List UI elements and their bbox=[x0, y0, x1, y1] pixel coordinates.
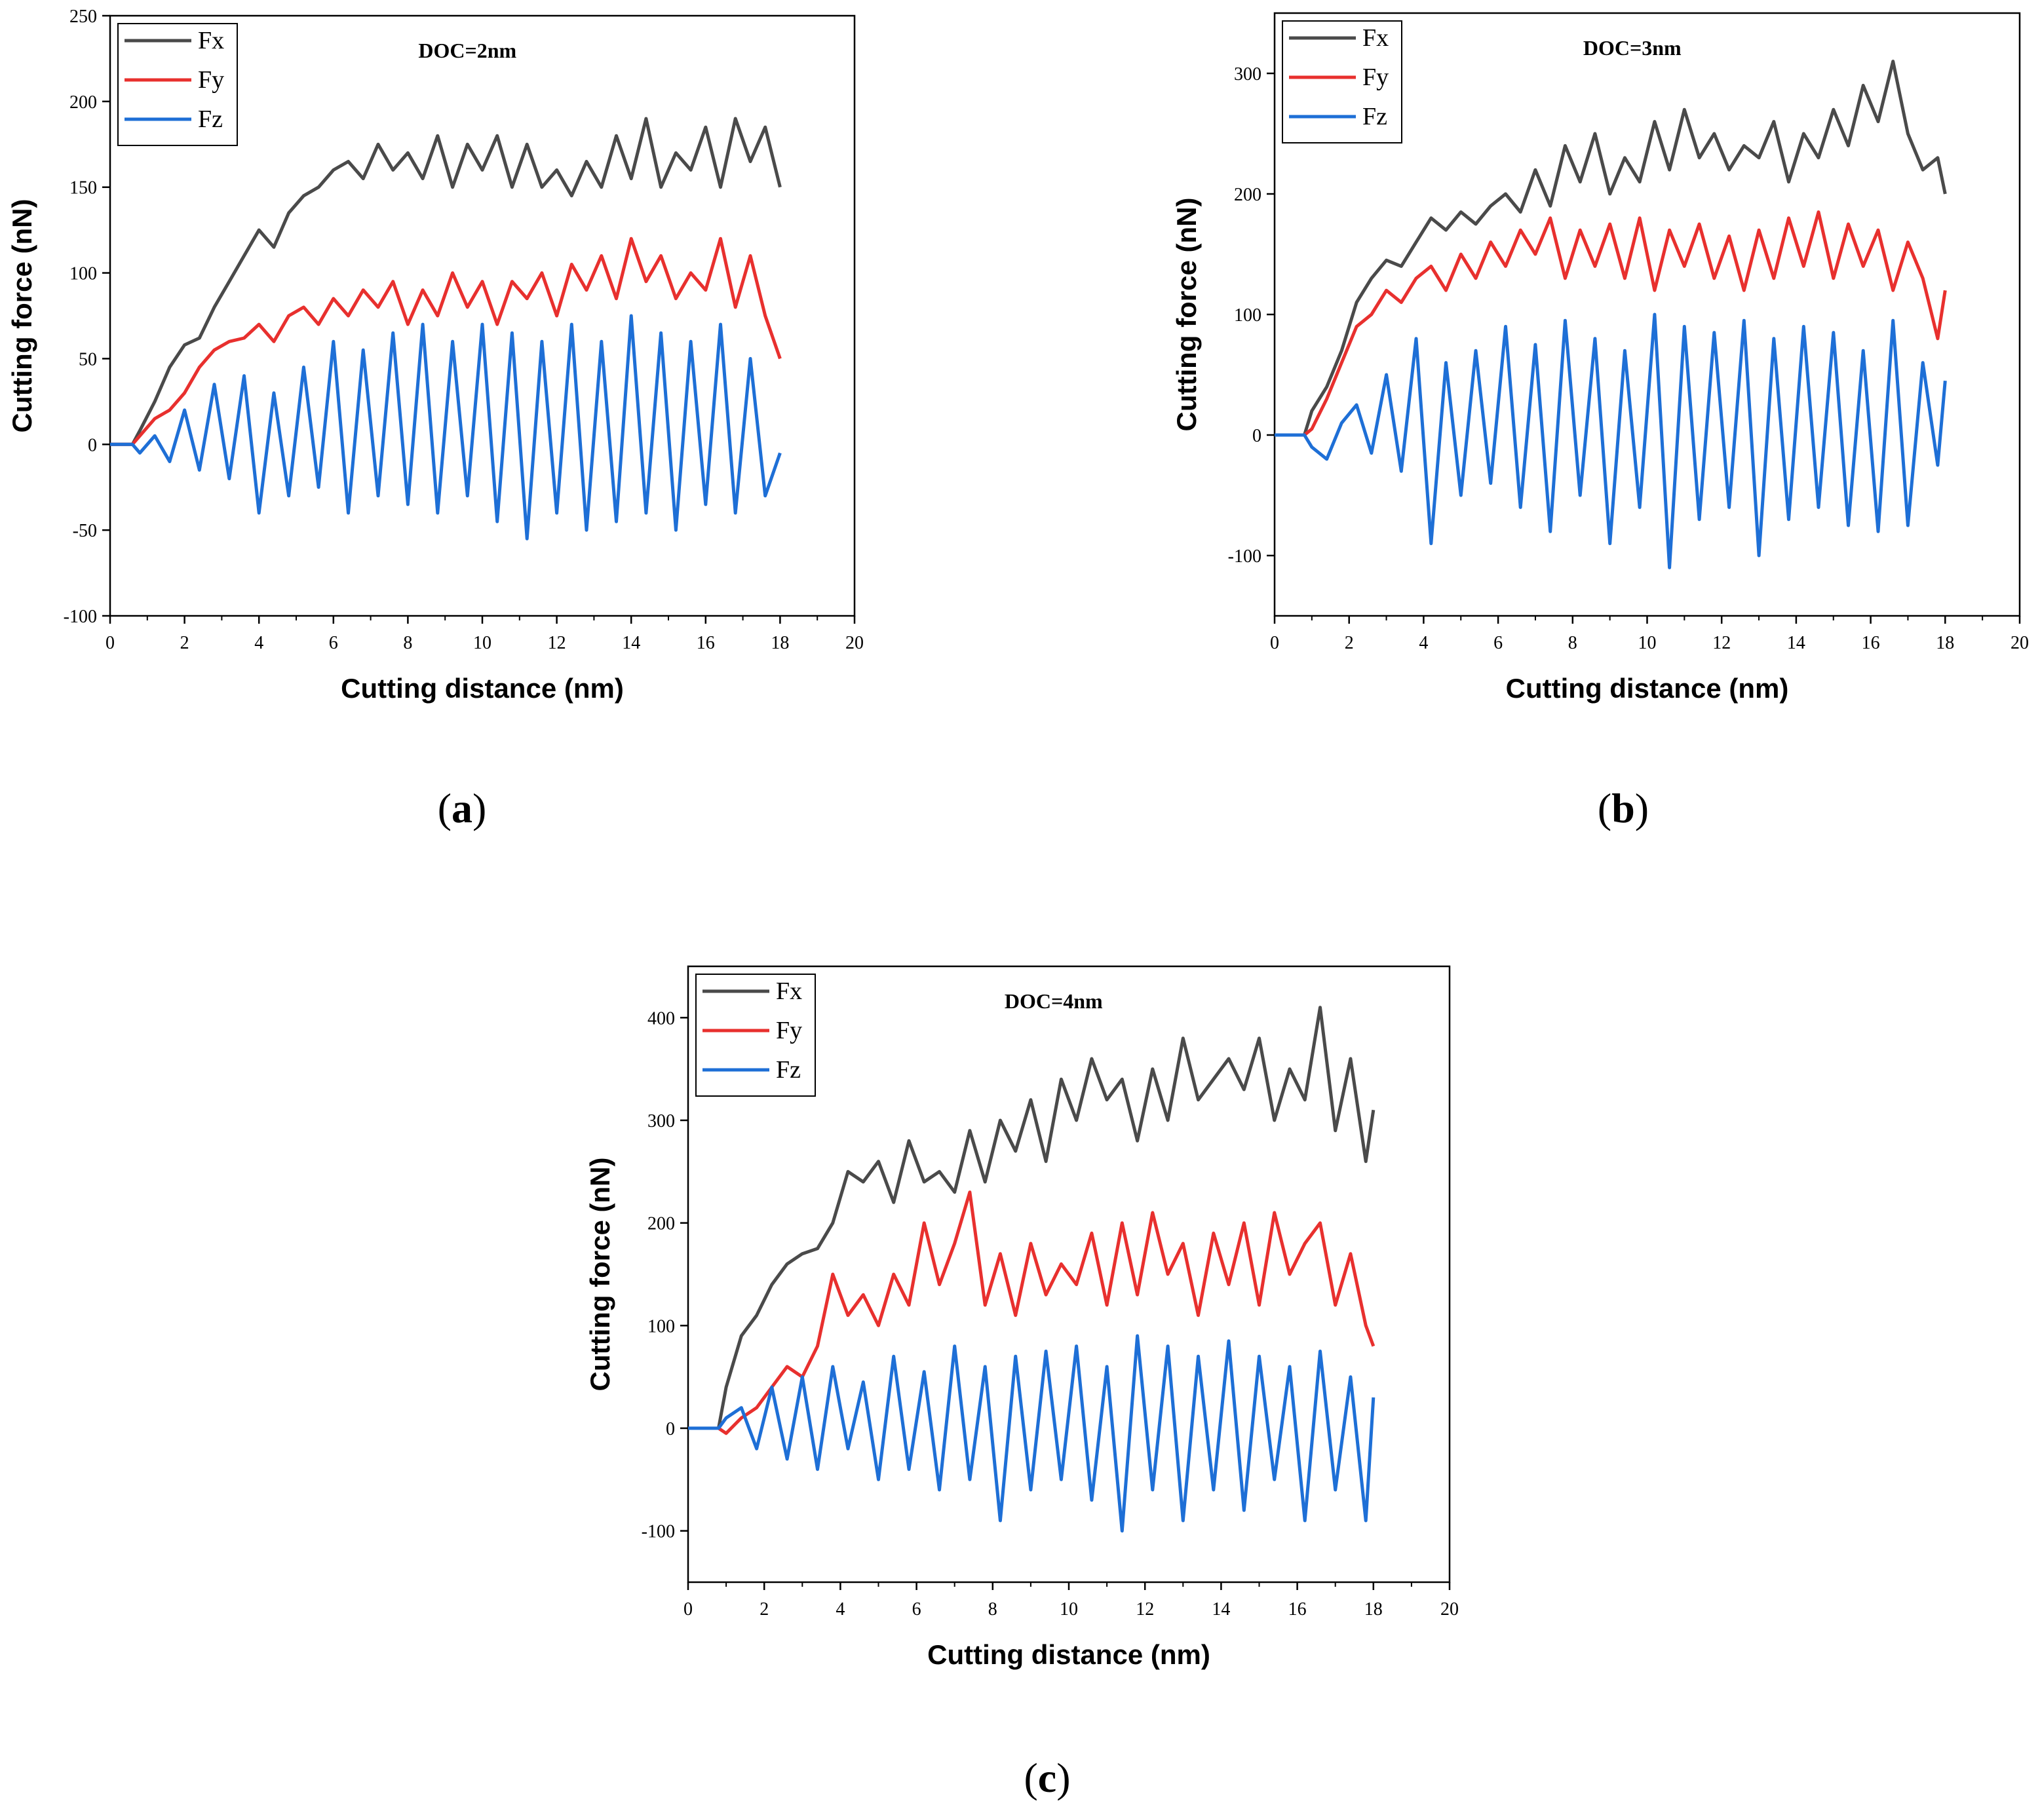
x-tick-label: 12 bbox=[1712, 633, 1731, 653]
panel-label-letter: b bbox=[1611, 785, 1635, 831]
x-tick-label: 10 bbox=[1638, 633, 1657, 653]
chart-panel-b: 0 2 4 6 8 10 12 14 16 18 20 -100 0 100 200 300 Cutting d… bbox=[1171, 12, 2029, 831]
panel-label-letter: c bbox=[1038, 1754, 1056, 1801]
series-line-fy bbox=[688, 1190, 1376, 1435]
x-tick-label: 4 bbox=[836, 1599, 845, 1620]
legend-label-fy: Fy bbox=[1362, 64, 1389, 91]
y-axis-title: Cutting force (nN) bbox=[585, 1158, 615, 1392]
y-tick-label: 0 bbox=[1252, 426, 1261, 446]
legend-label-fz: Fz bbox=[198, 105, 223, 133]
x-tick-label: 6 bbox=[329, 633, 338, 653]
y-tick-label: 150 bbox=[69, 178, 97, 199]
legend-box bbox=[1282, 20, 1402, 143]
x-tick-label: 16 bbox=[1288, 1599, 1307, 1620]
x-tick-label: 14 bbox=[622, 633, 640, 653]
y-tick-label: 300 bbox=[1234, 64, 1261, 85]
series-line-fz bbox=[688, 1334, 1376, 1533]
x-tick-label: 8 bbox=[988, 1599, 997, 1620]
y-tick-label: 100 bbox=[1234, 305, 1261, 326]
chart-panel-a: 0 2 4 6 8 10 12 14 16 18 20 -100 -50 0 50 100 150 200 250 C… bbox=[7, 7, 864, 831]
x-tick-label: 12 bbox=[1136, 1599, 1154, 1620]
x-axis-title: Cutting distance (nm) bbox=[927, 1639, 1210, 1670]
legend-label-fz: Fz bbox=[776, 1056, 801, 1084]
legend-label-fx: Fx bbox=[198, 27, 224, 54]
y-axis-title: Cutting force (nN) bbox=[1171, 198, 1202, 432]
legend-box bbox=[117, 23, 238, 146]
x-tick-label: 14 bbox=[1212, 1599, 1230, 1620]
panel-title: DOC=4nm bbox=[1005, 989, 1103, 1013]
y-tick-label: 100 bbox=[647, 1316, 675, 1337]
y-tick-label: 200 bbox=[69, 92, 97, 113]
panel-label-letter: a bbox=[452, 785, 472, 831]
x-tick-label: 20 bbox=[1440, 1599, 1459, 1620]
series-line-fz bbox=[1275, 313, 1947, 569]
legend-label-fx: Fx bbox=[1362, 24, 1389, 52]
series-line-fx bbox=[688, 1006, 1376, 1430]
series-line-fy bbox=[1275, 210, 1947, 437]
x-tick-label: 0 bbox=[1270, 633, 1279, 653]
y-tick-label: -50 bbox=[73, 521, 97, 541]
x-tick-label: 10 bbox=[1060, 1599, 1078, 1620]
x-tick-label: 16 bbox=[697, 633, 715, 653]
x-tick-label: 10 bbox=[473, 633, 491, 653]
legend-box bbox=[695, 974, 816, 1097]
x-axis-title: Cutting distance (nm) bbox=[1506, 673, 1789, 704]
panel-label: (b) bbox=[1598, 785, 1649, 831]
y-tick-label: 100 bbox=[69, 264, 97, 284]
panel-title: DOC=3nm bbox=[1583, 36, 1682, 60]
y-tick-label: 300 bbox=[647, 1111, 675, 1131]
x-tick-label: 2 bbox=[760, 1599, 769, 1620]
y-tick-label: 50 bbox=[79, 349, 97, 370]
panel-label-open: ( bbox=[438, 785, 452, 831]
x-tick-label: 0 bbox=[683, 1599, 693, 1620]
legend-label-fx: Fx bbox=[776, 977, 802, 1005]
y-tick-label: 250 bbox=[69, 7, 97, 27]
series-line-fy bbox=[110, 237, 782, 446]
y-tick-label: 200 bbox=[1234, 185, 1261, 205]
y-axis-title: Cutting force (nN) bbox=[7, 199, 37, 433]
legend-label-fy: Fy bbox=[198, 66, 224, 94]
panel-label-close: ) bbox=[1635, 785, 1649, 831]
x-tick-label: 4 bbox=[1419, 633, 1428, 653]
x-tick-label: 12 bbox=[548, 633, 566, 653]
series-line-fz bbox=[110, 314, 782, 540]
chart-panel-c: 0 2 4 6 8 10 12 14 16 18 20 -100 0 100 200 300 400 Cuttin… bbox=[585, 965, 1459, 1801]
x-tick-label: 18 bbox=[771, 633, 789, 653]
y-tick-label: -100 bbox=[64, 607, 97, 627]
panel-label-close: ) bbox=[472, 785, 486, 831]
x-tick-label: 0 bbox=[106, 633, 115, 653]
y-tick-label: 0 bbox=[88, 435, 97, 455]
x-axis-title: Cutting distance (nm) bbox=[341, 673, 624, 704]
x-tick-label: 2 bbox=[1345, 633, 1354, 653]
panel-title: DOC=2nm bbox=[418, 39, 516, 62]
series-line-fx bbox=[110, 117, 782, 446]
y-tick-label: 200 bbox=[647, 1214, 675, 1234]
x-tick-label: 2 bbox=[180, 633, 189, 653]
x-tick-label: 4 bbox=[254, 633, 263, 653]
legend-label-fy: Fy bbox=[776, 1017, 802, 1044]
y-tick-label: 0 bbox=[666, 1419, 675, 1439]
panel-label: (a) bbox=[438, 785, 487, 831]
x-tick-label: 18 bbox=[1364, 1599, 1383, 1620]
legend-label-fz: Fz bbox=[1362, 103, 1387, 130]
x-tick-label: 20 bbox=[2011, 633, 2029, 653]
x-tick-label: 16 bbox=[1862, 633, 1880, 653]
panel-label-open: ( bbox=[1024, 1754, 1037, 1801]
x-tick-label: 20 bbox=[845, 633, 864, 653]
y-tick-label: -100 bbox=[642, 1522, 675, 1542]
x-tick-label: 8 bbox=[1568, 633, 1577, 653]
x-tick-label: 6 bbox=[912, 1599, 921, 1620]
panel-label-close: ) bbox=[1056, 1754, 1070, 1801]
y-tick-label: 400 bbox=[647, 1008, 675, 1029]
x-tick-label: 14 bbox=[1787, 633, 1805, 653]
x-tick-label: 6 bbox=[1493, 633, 1503, 653]
x-tick-label: 8 bbox=[403, 633, 412, 653]
panel-label-open: ( bbox=[1598, 785, 1611, 831]
x-tick-label: 18 bbox=[1936, 633, 1954, 653]
panel-label: (c) bbox=[1024, 1754, 1070, 1801]
y-tick-label: -100 bbox=[1228, 546, 1261, 567]
series-line-fx bbox=[1275, 60, 1947, 437]
